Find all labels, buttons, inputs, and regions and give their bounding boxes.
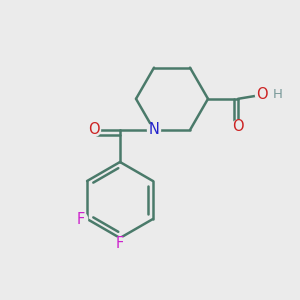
Circle shape — [113, 238, 127, 250]
Text: F: F — [116, 236, 124, 251]
Circle shape — [148, 124, 160, 136]
Text: O: O — [256, 87, 268, 102]
Text: H: H — [273, 88, 283, 101]
Circle shape — [272, 89, 284, 101]
Circle shape — [256, 88, 268, 101]
Text: O: O — [232, 119, 244, 134]
Text: F: F — [77, 212, 85, 226]
Circle shape — [75, 212, 88, 226]
Text: O: O — [88, 122, 100, 137]
Circle shape — [232, 120, 244, 133]
Text: N: N — [148, 122, 159, 137]
Circle shape — [88, 124, 100, 136]
